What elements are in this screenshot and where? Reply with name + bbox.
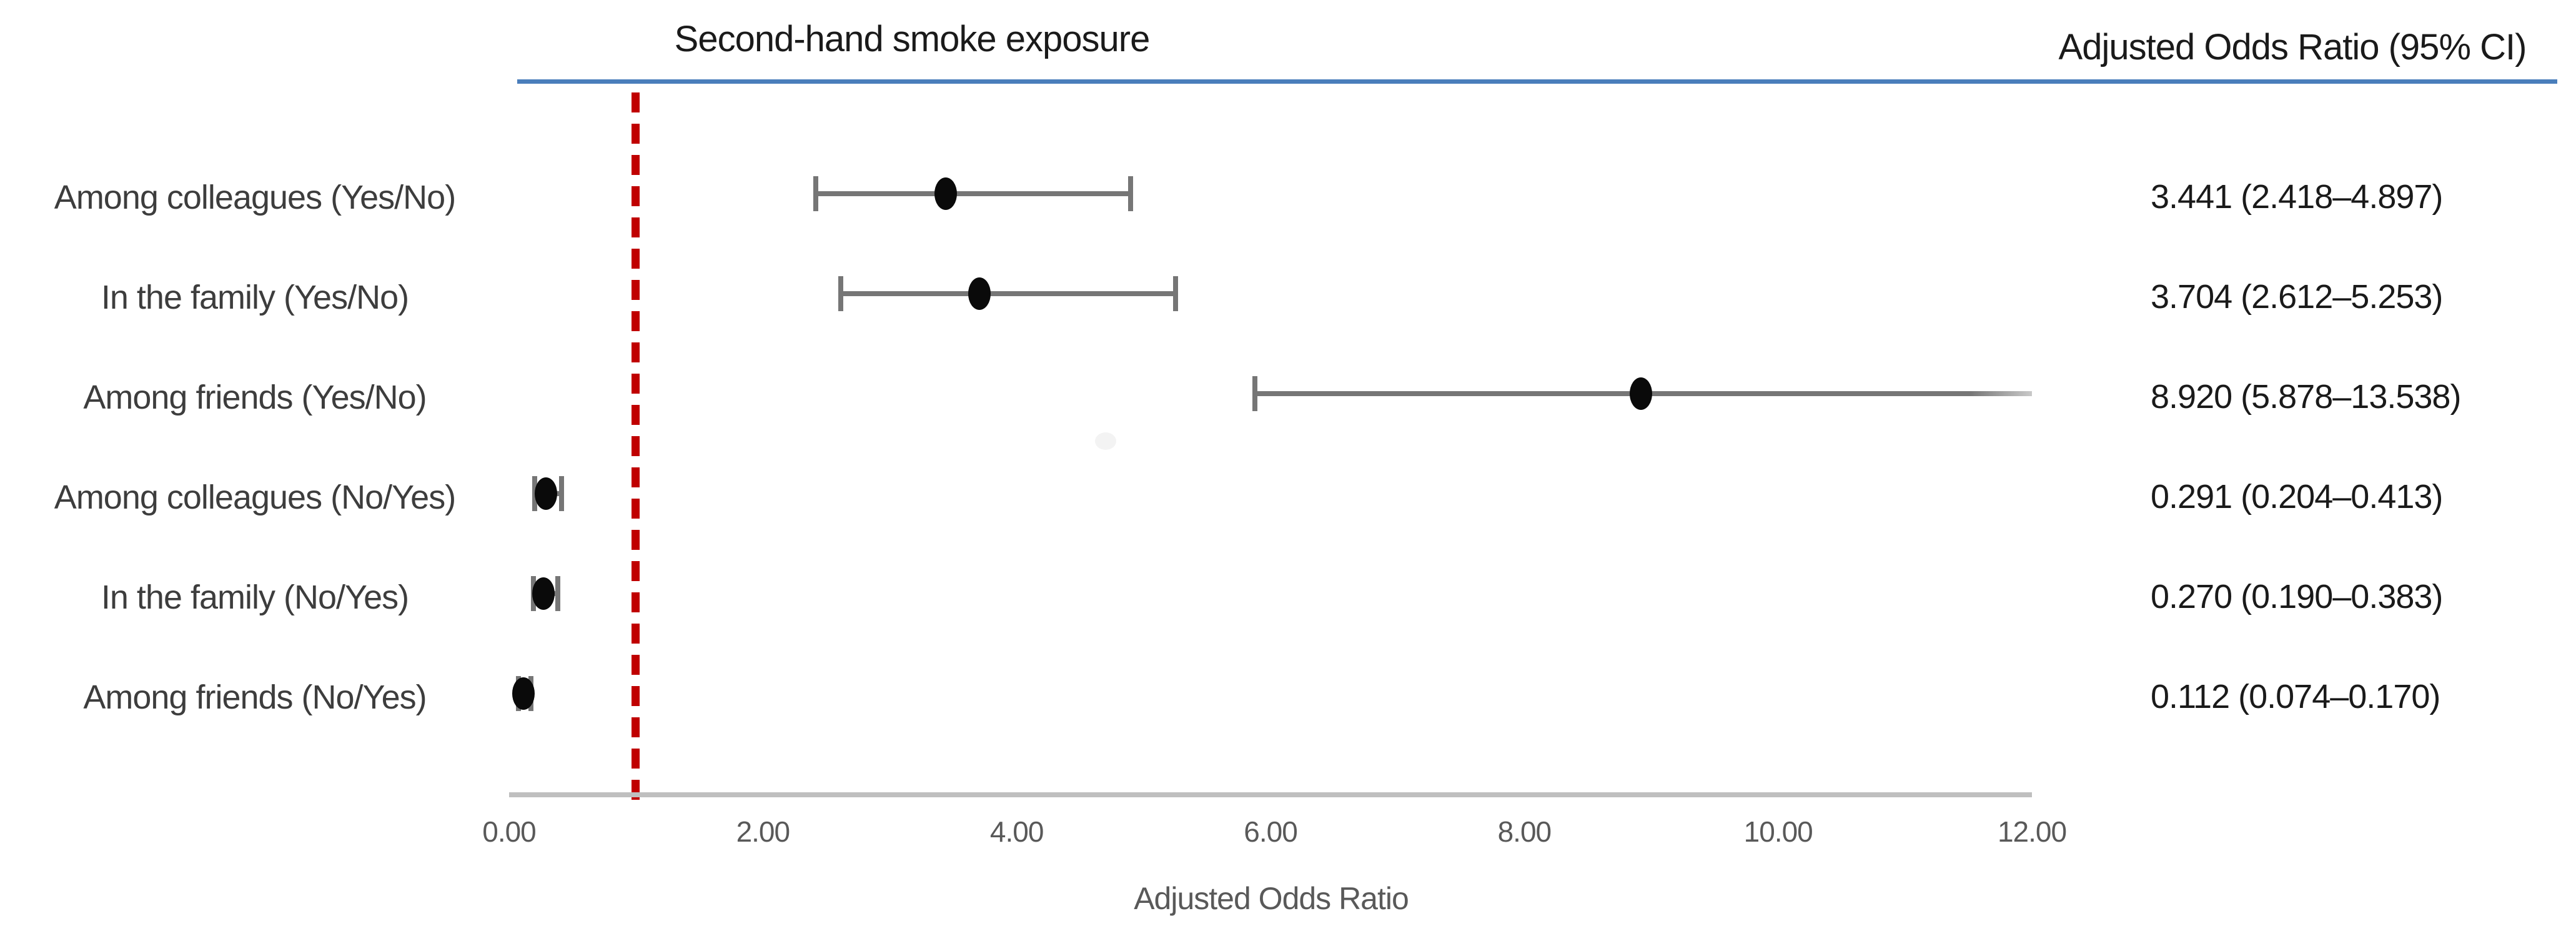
ci-cap-right — [558, 476, 564, 511]
x-tick-label: 8.00 — [1497, 815, 1552, 848]
row-or-ci-value: 3.441 (2.418–4.897) — [2151, 178, 2443, 216]
x-tick-label: 2.00 — [736, 815, 791, 848]
x-tick-label: 6.00 — [1244, 815, 1298, 848]
or-point-marker — [934, 177, 958, 210]
ci-bar — [816, 191, 1131, 196]
ci-cap-right — [555, 576, 560, 611]
row-or-ci-value: 0.270 (0.190–0.383) — [2151, 578, 2443, 615]
reference-line-or-1 — [632, 92, 640, 805]
or-point-marker — [1630, 377, 1653, 410]
or-point-marker — [512, 677, 535, 710]
row-or-ci-value: 0.291 (0.204–0.413) — [2151, 478, 2443, 515]
x-tick-label: 4.00 — [989, 815, 1044, 848]
or-point-marker — [532, 577, 555, 610]
row-label: Among friends (No/Yes) — [83, 679, 427, 716]
ci-cap-left — [838, 276, 843, 311]
or-point-marker — [535, 477, 558, 510]
or-point-marker — [968, 277, 991, 310]
x-tick-label: 10.00 — [1743, 815, 1813, 848]
ci-cap-left — [1252, 376, 1258, 411]
chart-title: Second-hand smoke exposure — [674, 19, 1151, 59]
ci-cap-left — [813, 176, 819, 211]
row-or-ci-value: 3.704 (2.612–5.253) — [2151, 278, 2443, 316]
row-label: Among colleagues (Yes/No) — [54, 179, 456, 216]
ci-cap-right — [1127, 176, 1133, 211]
row-label: In the family (Yes/No) — [101, 279, 409, 316]
row-label: Among colleagues (No/Yes) — [54, 479, 456, 516]
faint-artifact-dot — [1095, 432, 1116, 450]
x-axis-title: Adjusted Odds Ratio — [1134, 881, 1409, 916]
value-column-header: Adjusted Odds Ratio (95% CI) — [2058, 27, 2527, 67]
ci-bar — [840, 291, 1176, 296]
row-or-ci-value: 0.112 (0.074–0.170) — [2151, 678, 2440, 715]
row-label: Among friends (Yes/No) — [83, 379, 427, 416]
row-label: In the family (No/Yes) — [101, 579, 409, 616]
x-tick-label: 0.00 — [482, 815, 537, 848]
ci-cap-right — [1173, 276, 1179, 311]
row-or-ci-value: 8.920 (5.878–13.538) — [2151, 378, 2461, 416]
header-divider-line — [517, 79, 2557, 84]
x-tick-label: 12.00 — [1997, 815, 2067, 848]
x-axis-line — [509, 792, 2032, 797]
